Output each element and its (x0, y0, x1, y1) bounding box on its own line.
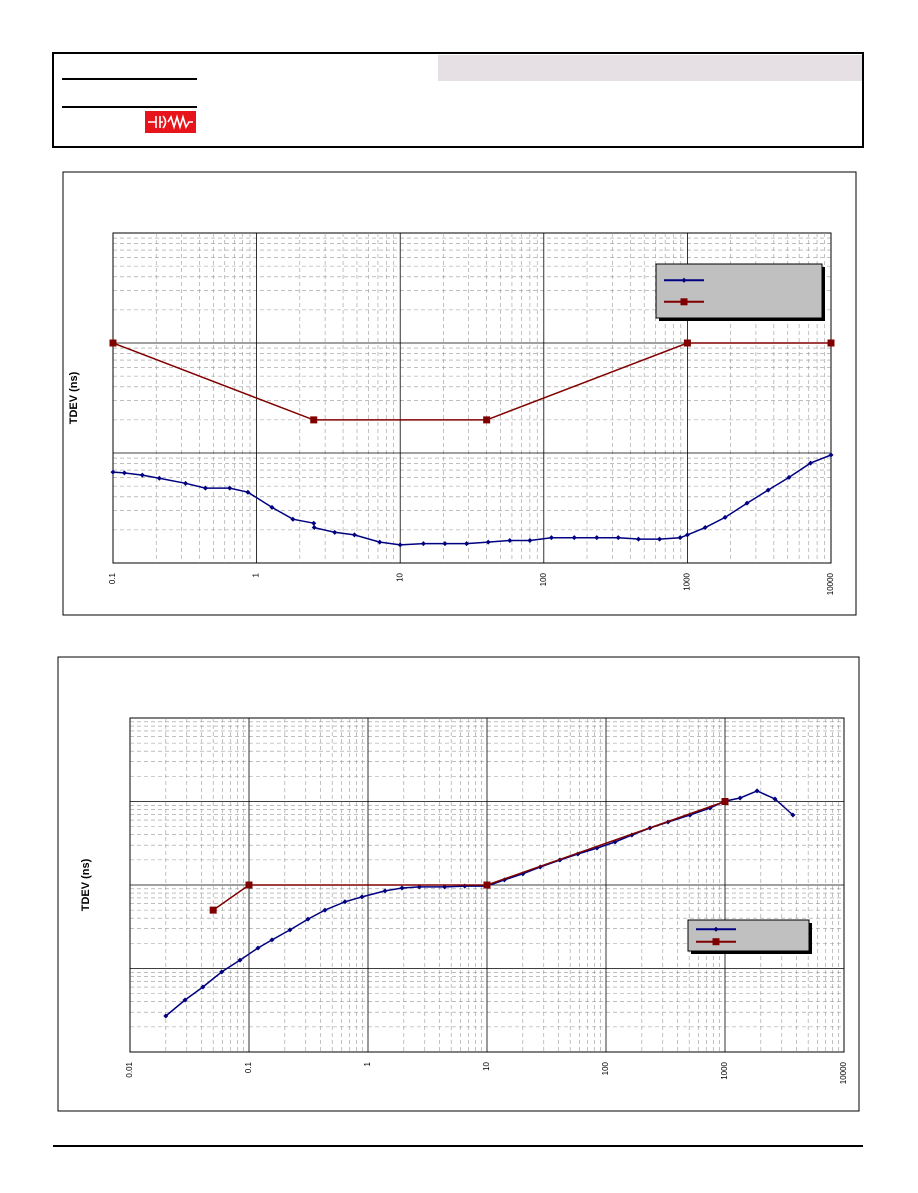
marker (483, 881, 491, 889)
chart-frame (57, 656, 860, 1112)
marker (121, 470, 127, 476)
marker (828, 452, 834, 458)
legend-marker (712, 938, 720, 946)
marker (377, 539, 383, 545)
x-tick-label: 0.01 (125, 1061, 134, 1077)
marker (571, 535, 577, 541)
x-tick-label: 1000 (720, 1061, 729, 1079)
marker (527, 538, 533, 544)
legend-marker (681, 277, 687, 283)
marker (382, 888, 388, 894)
marker (827, 339, 835, 347)
x-tick-label: 10000 (826, 572, 835, 595)
marker (183, 480, 189, 486)
marker (156, 475, 162, 481)
x-tick-label: 1000 (683, 572, 692, 590)
marker (255, 945, 261, 951)
header-box (52, 52, 864, 148)
marker (351, 532, 357, 538)
marker (548, 535, 554, 541)
marker (744, 500, 750, 506)
marker (200, 984, 206, 990)
marker (290, 516, 296, 522)
chart: 0.01 0.1 1 10 100 1000 10000 TDEV (ns) (80, 717, 848, 1084)
marker (594, 535, 600, 541)
x-tick-label: 1 (252, 572, 261, 577)
marker (754, 788, 760, 794)
marker (765, 487, 771, 493)
marker (635, 536, 641, 542)
marker (219, 969, 225, 975)
header-bar (438, 55, 862, 81)
legend-marker (680, 298, 688, 306)
marker (397, 542, 403, 548)
marker (790, 812, 796, 818)
marker (359, 894, 365, 900)
marker (464, 541, 470, 547)
marker (310, 416, 318, 424)
legend-marker (713, 926, 719, 932)
marker (683, 339, 691, 347)
marker (332, 529, 338, 535)
chart: 0.1 1 10 100 1000 10000 TDEV (ns) (68, 232, 835, 595)
marker (684, 532, 690, 538)
y-axis-label: TDEV (ns) (80, 858, 92, 911)
x-tick-label: 10000 (839, 1061, 848, 1084)
legend (687, 919, 810, 952)
marker (311, 525, 317, 531)
x-tick-label: 1 (363, 1061, 372, 1066)
marker (657, 536, 663, 542)
marker (677, 535, 683, 541)
marker (808, 460, 814, 466)
marker (109, 339, 117, 347)
marker (287, 927, 293, 933)
marker (209, 906, 217, 914)
marker (420, 541, 426, 547)
x-tick-label: 100 (539, 572, 548, 586)
marker (507, 538, 513, 544)
chart-frame (62, 171, 857, 616)
marker (305, 916, 311, 922)
marker (139, 472, 145, 478)
marker (269, 504, 275, 510)
marker (483, 416, 491, 424)
marker (245, 881, 253, 889)
marker (110, 469, 116, 475)
marker (722, 514, 728, 520)
x-tick-label: 10 (395, 572, 404, 581)
logo (145, 111, 196, 133)
marker (202, 485, 208, 491)
marker (322, 907, 328, 913)
marker (485, 539, 491, 545)
marker (702, 525, 708, 531)
x-tick-label: 100 (601, 1061, 610, 1075)
marker (737, 795, 743, 801)
marker (786, 474, 792, 480)
marker (342, 899, 348, 905)
marker (615, 535, 621, 541)
marker (399, 885, 405, 891)
marker (269, 937, 275, 943)
marker (721, 798, 729, 805)
marker (311, 520, 317, 526)
x-tick-label: 0.1 (244, 1061, 253, 1073)
marker (182, 997, 188, 1003)
x-tick-label: 10 (482, 1061, 491, 1070)
series-line (212, 800, 726, 911)
marker (772, 796, 778, 802)
legend (655, 263, 823, 319)
marker (237, 957, 243, 963)
x-tick-label: 0.1 (108, 572, 117, 584)
marker (442, 541, 448, 547)
marker (245, 489, 251, 495)
y-axis-label: TDEV (ns) (68, 371, 80, 424)
marker (163, 1013, 169, 1019)
marker (227, 485, 233, 491)
